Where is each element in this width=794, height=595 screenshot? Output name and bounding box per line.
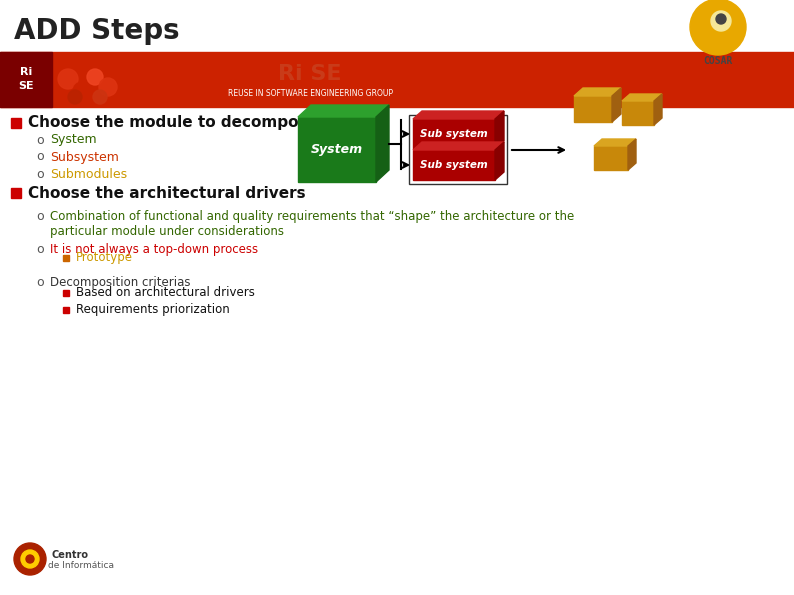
Text: o: o [36,151,44,164]
Circle shape [68,90,82,104]
Polygon shape [495,142,504,180]
Polygon shape [628,139,636,170]
Circle shape [73,82,91,100]
Text: Requirements priorization: Requirements priorization [76,303,229,317]
Text: Submodules: Submodules [50,168,127,181]
Polygon shape [612,88,621,122]
Polygon shape [413,111,504,119]
Text: Sub system: Sub system [420,160,488,170]
Polygon shape [495,111,504,149]
Text: Combination of functional and quality requirements that “shape” the architecture: Combination of functional and quality re… [50,210,574,223]
Text: o: o [36,133,44,146]
Text: It is not always a top-down process: It is not always a top-down process [50,243,258,256]
Text: Centro: Centro [52,550,89,560]
Circle shape [87,69,103,85]
Bar [0,52,52,107]
Circle shape [58,69,78,89]
Text: REUSE IN SOFTWARE ENGINEERING GROUP: REUSE IN SOFTWARE ENGINEERING GROUP [228,89,392,98]
Bar [298,117,376,182]
Text: SE: SE [18,81,34,91]
Polygon shape [622,94,662,101]
Circle shape [711,11,731,31]
Bar [594,146,628,170]
Text: particular module under considerations: particular module under considerations [50,225,284,238]
Text: Choose the module to decompose: Choose the module to decompose [28,115,318,130]
Bar [0,52,794,107]
Circle shape [21,550,39,568]
Text: Choose the architectural drivers: Choose the architectural drivers [28,186,306,201]
Text: Sub system: Sub system [420,129,488,139]
Bar [574,96,612,122]
Polygon shape [376,105,389,182]
Bar [413,150,495,180]
Text: o: o [36,210,44,223]
Text: ADD Steps: ADD Steps [14,17,179,45]
Text: Decomposition criterias: Decomposition criterias [50,276,191,289]
Text: Prototype: Prototype [76,252,133,265]
Circle shape [716,14,726,24]
Polygon shape [654,94,662,125]
Circle shape [26,555,34,563]
Polygon shape [413,142,504,150]
Circle shape [93,90,107,104]
Polygon shape [574,88,621,96]
Text: o: o [36,243,44,256]
Circle shape [99,78,117,96]
Bar [622,101,654,125]
Text: COSAR: COSAR [703,56,733,66]
Bar [413,119,495,149]
Text: Ri SE: Ri SE [278,64,341,84]
Circle shape [14,543,46,575]
Polygon shape [298,105,389,117]
Text: o: o [36,168,44,181]
Text: Based on architectural drivers: Based on architectural drivers [76,287,255,299]
Text: Ri: Ri [20,67,32,77]
Text: o: o [36,276,44,289]
Circle shape [690,0,746,55]
Bar [409,115,507,184]
Text: de Informática: de Informática [48,560,114,569]
Text: System: System [311,143,363,156]
Polygon shape [594,139,636,146]
Text: Subsystem: Subsystem [50,151,119,164]
Text: System: System [50,133,97,146]
